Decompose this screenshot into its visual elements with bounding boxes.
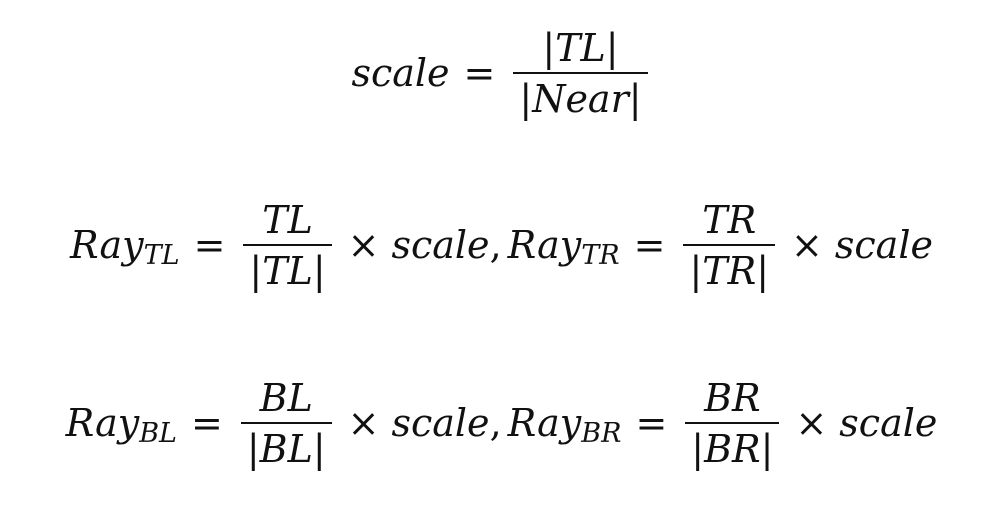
fraction-numerator: TR — [702, 197, 757, 242]
times-sign: × — [795, 401, 828, 445]
ray-symbol: Ray — [507, 401, 582, 445]
fraction-numerator: BR — [704, 375, 761, 420]
fraction-bar — [685, 421, 780, 424]
fraction-bar — [240, 421, 332, 424]
equation-scale-definition: scale = |TL| |Near| — [0, 18, 1003, 128]
equals-sign: = — [633, 223, 666, 267]
scale-symbol: scale — [391, 401, 490, 445]
scale-symbol: scale — [834, 223, 933, 267]
ray-symbol: Ray — [65, 401, 140, 445]
times-sign: × — [347, 401, 380, 445]
equals-sign: = — [193, 223, 226, 267]
fraction-tl-over-near: |TL| |Near| — [513, 29, 648, 118]
scale-symbol: scale — [351, 51, 450, 95]
abs-bar-open: | — [691, 426, 705, 471]
equation-bottom-rays: Ray BL = BL |BL| × scale, Ray BR = BR |BR|… — [0, 368, 1003, 478]
abs-bar-open: | — [246, 426, 260, 471]
fraction-numerator: TL — [262, 197, 313, 242]
fraction-denominator: |Near| — [513, 74, 647, 118]
fraction-bar — [683, 243, 776, 246]
fraction-br-normalized: BR |BR| — [685, 375, 780, 468]
fraction-bar — [513, 71, 648, 74]
denominator-text: BL — [259, 426, 313, 471]
times-sign: × — [347, 223, 380, 267]
denominator-text: BR — [704, 426, 761, 471]
abs-bar-open: | — [689, 248, 703, 293]
abs-bar-open: | — [519, 76, 533, 121]
fraction-denominator: |TL| — [243, 246, 331, 290]
abs-bar-open: | — [249, 248, 263, 293]
abs-bar-close: | — [760, 426, 774, 471]
scale-symbol: scale — [839, 401, 938, 445]
fraction-bl-normalized: BL |BL| — [240, 375, 332, 468]
denominator-text: TL — [262, 248, 313, 293]
abs-bar-close: | — [605, 25, 619, 70]
ray-subscript-br: BR — [581, 417, 622, 449]
ray-subscript-tr: TR — [581, 239, 620, 271]
abs-bar-close: | — [628, 76, 642, 121]
equals-sign: = — [190, 401, 223, 445]
ray-symbol: Ray — [70, 223, 144, 267]
ray-symbol: Ray — [507, 223, 582, 267]
abs-bar-open: | — [542, 25, 556, 70]
scale-symbol: scale — [391, 223, 490, 267]
equation-top-rays: Ray TL = TL |TL| × scale, Ray TR = TR |TR|… — [0, 190, 1003, 300]
fraction-numerator: |TL| — [536, 29, 624, 72]
comma: , — [489, 401, 502, 445]
fraction-tl-normalized: TL |TL| — [243, 197, 332, 290]
fraction-denominator: |BL| — [241, 424, 332, 468]
fraction-denominator: |TR| — [683, 246, 775, 290]
ray-subscript-tl: TL — [143, 239, 180, 271]
fraction-tr-normalized: TR |TR| — [683, 197, 776, 290]
ray-subscript-bl: BL — [139, 417, 177, 449]
abs-bar-close: | — [312, 426, 326, 471]
denominator-text: TR — [702, 248, 757, 293]
fraction-denominator: |BR| — [685, 424, 779, 468]
equals-sign: = — [635, 401, 668, 445]
denominator-text: Near — [532, 76, 629, 121]
equals-sign: = — [463, 51, 496, 95]
numerator-text: TL — [555, 25, 606, 70]
comma: , — [489, 223, 502, 267]
fraction-bar — [243, 243, 332, 246]
abs-bar-close: | — [756, 248, 770, 293]
abs-bar-close: | — [312, 248, 326, 293]
times-sign: × — [791, 223, 823, 267]
fraction-numerator: BL — [259, 375, 313, 420]
